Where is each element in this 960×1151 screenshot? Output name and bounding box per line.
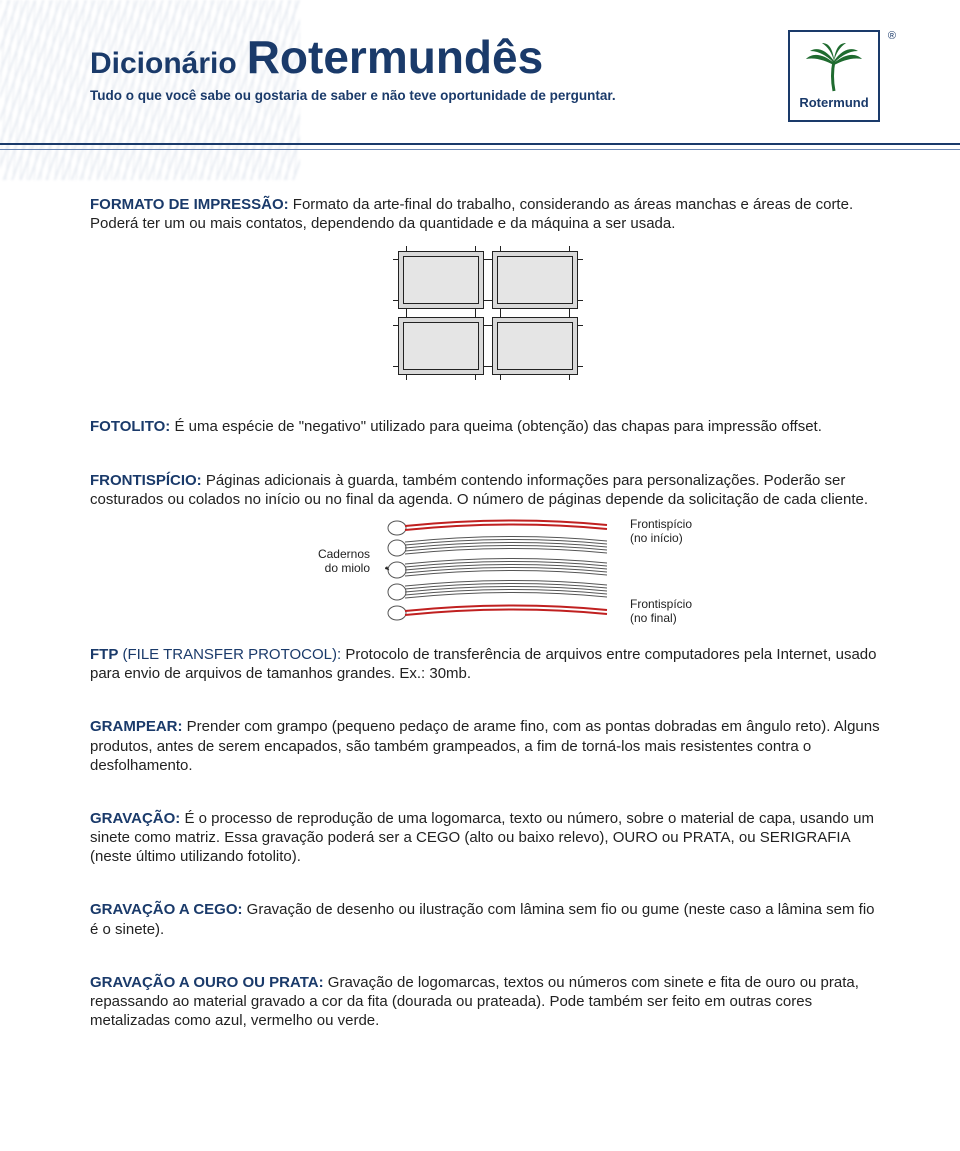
frontispicio-figure: Cadernos do miolo Frontispício (no iníci… — [280, 517, 760, 637]
term: FTP — [90, 646, 118, 663]
content: FORMATO DE IMPRESSÃO: Formato da arte-fi… — [90, 195, 885, 1064]
term: GRAVAÇÃO: — [90, 810, 180, 827]
label-final: Frontispício (no final) — [630, 597, 720, 626]
impo-cell — [492, 251, 578, 309]
entry-gravacao-cego: GRAVAÇÃO A CEGO: Gravação de desenho ou … — [90, 900, 885, 938]
entry-grampear: GRAMPEAR: Prender com grampo (pequeno pe… — [90, 717, 885, 775]
label-inicio: Frontispício (no início) — [630, 517, 720, 546]
title-small: Dicionário — [90, 47, 237, 81]
header-rule-thick — [0, 143, 960, 145]
spiral-pages-icon — [385, 515, 615, 633]
entry-gravacao-ouro: GRAVAÇÃO A OURO OU PRATA: Gravação de lo… — [90, 973, 885, 1031]
subtitle: Tudo o que você sabe ou gostaria de sabe… — [90, 88, 870, 103]
imposition-figure — [388, 243, 588, 383]
term: FOTOLITO: — [90, 418, 170, 435]
registered-mark: ® — [888, 30, 896, 42]
body: Páginas adicionais à guarda, também cont… — [90, 472, 868, 508]
impo-cell — [492, 317, 578, 375]
body: É o processo de reprodução de uma logoma… — [90, 810, 874, 865]
body: Prender com grampo (pequeno pedaço de ar… — [90, 718, 880, 773]
entry-formato: FORMATO DE IMPRESSÃO: Formato da arte-fi… — [90, 195, 885, 383]
sub: (FILE TRANSFER PROTOCOL): — [118, 646, 341, 663]
entry-fotolito: FOTOLITO: É uma espécie de "negativo" ut… — [90, 417, 885, 436]
entry-ftp: FTP (FILE TRANSFER PROTOCOL): Protocolo … — [90, 645, 885, 683]
term: GRAVAÇÃO A CEGO: — [90, 901, 243, 918]
title-big: Rotermundês — [247, 30, 543, 84]
brand-logo: Rotermund — [788, 30, 880, 122]
palm-icon — [804, 43, 864, 93]
impo-cell — [398, 251, 484, 309]
header-rule-thin — [0, 149, 960, 150]
brand-text: Rotermund — [799, 95, 868, 110]
term: GRAMPEAR: — [90, 718, 183, 735]
term: GRAVAÇÃO A OURO OU PRATA: — [90, 974, 324, 991]
body: É uma espécie de "negativo" utilizado pa… — [170, 418, 822, 435]
page-header: Dicionário Rotermundês Tudo o que você s… — [0, 0, 960, 103]
entry-frontispicio: FRONTISPÍCIO: Páginas adicionais à guard… — [90, 471, 885, 637]
term: FRONTISPÍCIO: — [90, 472, 202, 489]
impo-cell — [398, 317, 484, 375]
term: FORMATO DE IMPRESSÃO: — [90, 196, 289, 213]
entry-gravacao: GRAVAÇÃO: É o processo de reprodução de … — [90, 809, 885, 867]
label-cadernos: Cadernos do miolo — [280, 547, 370, 576]
